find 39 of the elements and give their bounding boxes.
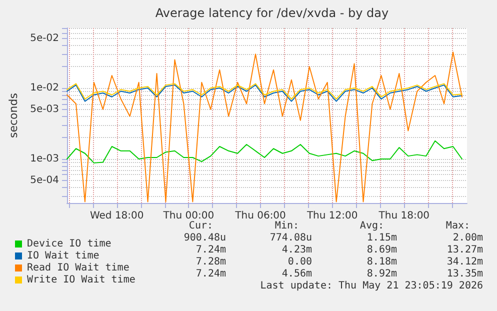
text: 900.48u [184,232,226,244]
text: 13.27m [446,244,483,256]
y-tick-label: 1e-02 [30,82,59,94]
y-tick-label: 5e-02 [30,32,59,44]
line-series [66,140,463,164]
text: Max: [446,220,470,232]
text: 4.56m [282,268,312,280]
text: 7.24m [196,244,226,256]
text: 7.24m [196,268,226,280]
x-tick-label: Thu 18:00 [378,210,430,222]
text: Min: [274,220,300,232]
text: 0.00 [288,256,312,268]
legend-label: Device IO time [27,238,112,250]
text: Cur: [188,220,214,232]
legend-label: Read IO Wait time [27,262,130,274]
y-tick-label: 1e-03 [30,153,59,164]
text: 1.15m [366,232,398,244]
text: Last update: Thu May 21 23:05:19 2026 [260,280,484,292]
x-tick-label: Thu 06:00 [234,210,286,222]
text: 2.00m [452,232,484,244]
x-tick-label: Wed 18:00 [90,210,144,222]
y-axis-title: seconds [7,92,20,138]
text: 774.08u [270,232,312,244]
legend-label: Write IO Wait time [27,274,136,286]
y-tick-label: 5e-03 [30,104,59,115]
text: 4.23m [282,244,312,256]
y-tick-label: 5e-04 [30,174,59,186]
x-tick-label: Thu 00:00 [162,210,214,222]
text: 8.18m [366,256,398,268]
x-tick-label: Thu 12:00 [306,210,358,222]
line-series [66,52,463,202]
text: 8.92m [366,268,398,280]
text: Avg: [360,220,384,232]
text: 34.12m [446,256,483,268]
text: 13.35m [446,268,483,280]
chart-title: Average latency for /dev/xvda - by day [155,6,389,20]
legend-label: IO Wait time [27,250,100,262]
text: 8.69m [366,244,398,256]
text: 7.28m [196,256,226,268]
